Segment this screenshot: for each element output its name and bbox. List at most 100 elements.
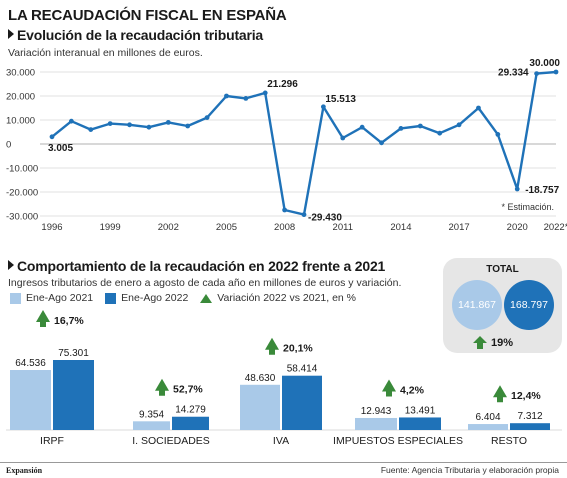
bar-2022: [172, 416, 209, 430]
data-point: [495, 132, 501, 137]
legend-label-2021: Ene-Ago 2021: [26, 292, 94, 304]
data-point: [514, 186, 520, 192]
series-line: [51, 70, 557, 216]
bar-chart-title-text: Comportamiento de la recaudación en 2022…: [17, 258, 386, 274]
y-tick-label: 30.000: [6, 68, 35, 79]
data-point: [476, 105, 481, 111]
data-point: [224, 93, 229, 99]
bar-chart-subtitle: Ingresos tributarios de enero a agosto d…: [8, 277, 402, 289]
data-point: [437, 130, 443, 136]
up-arrow-icon: [155, 378, 169, 396]
data-point: [534, 71, 540, 76]
bar-2021: [240, 384, 280, 430]
footer-brand: Expansión: [6, 466, 43, 475]
bar-chart-title: Comportamiento de la recaudación en 2022…: [8, 258, 385, 274]
data-point: [262, 90, 268, 96]
category-label: RESTO: [491, 435, 527, 447]
data-point: [146, 124, 152, 130]
up-arrow-icon: [265, 337, 279, 355]
bar-value-label: 7.312: [517, 411, 542, 422]
data-point: [185, 123, 191, 129]
estimation-note: * Estimación.: [501, 202, 554, 212]
total-2022-circle: 168.797: [504, 280, 554, 330]
category-label: IRPF: [40, 435, 64, 447]
data-point: [68, 118, 74, 124]
variation-label: 4,2%: [400, 384, 425, 396]
data-point: [456, 122, 462, 128]
total-variation: 19%: [473, 336, 513, 349]
bullet-icon: [8, 260, 14, 270]
x-tick-label: 2011: [333, 222, 353, 233]
data-point: [107, 121, 113, 126]
y-tick-label: -30.000: [6, 212, 38, 223]
x-tick-label: 2017: [449, 222, 470, 233]
x-tick-label: 2014: [390, 222, 411, 233]
data-point: [88, 127, 94, 132]
bar-2021: [10, 370, 51, 430]
total-box: TOTAL 141.867 168.797 19%: [443, 258, 562, 353]
bar-2021: [133, 421, 170, 430]
category-label: I. SOCIEDADES: [132, 435, 210, 447]
line-chart: 30.000 20.000 10.000 0 -10.000 -20.000 -30.000…: [6, 58, 567, 233]
data-point: [340, 135, 346, 141]
legend-item-2021: Ene-Ago 2021: [10, 292, 93, 304]
bar-2022: [510, 423, 550, 430]
variation-label: 52,7%: [173, 384, 203, 396]
total-variation-value: 19%: [491, 336, 514, 349]
legend-swatch-2021: [10, 292, 21, 304]
total-2022-value: 168.797: [510, 299, 548, 311]
data-label: 3.005: [48, 143, 73, 154]
y-tick-label: 20.000: [6, 92, 35, 103]
x-tick-label: 2022*: [544, 222, 567, 233]
bar-value-label: 48.630: [245, 373, 276, 384]
legend-swatch-2022: [105, 292, 117, 304]
legend-label-2022: Ene-Ago 2022: [121, 292, 189, 304]
line-chart-subtitle: Variación interanual en millones de euro…: [8, 47, 203, 59]
bar-value-label: 64.536: [15, 358, 46, 369]
x-tick-label: 2008: [274, 222, 295, 233]
data-point: [553, 69, 559, 75]
bar-2021: [468, 424, 508, 430]
x-tick-label: 2002: [158, 222, 179, 233]
line-chart-title-text: Evolución de la recaudación tributaria: [17, 27, 264, 43]
data-point: [243, 96, 249, 101]
main-title: LA RECAUDACIÓN FISCAL EN ESPAÑA: [8, 7, 287, 24]
data-point: [204, 115, 210, 120]
data-label: 29.334: [498, 68, 529, 79]
bar-value-label: 12.943: [361, 406, 392, 417]
bar-value-label: 13.491: [405, 405, 436, 416]
bar-2022: [399, 417, 441, 430]
data-point: [359, 124, 365, 130]
bar-chart: 64.536 75.301 IRPF 16,7% 9.354 14.279 I. SOCIE…: [6, 310, 562, 447]
bar-value-label: 6.404: [475, 412, 500, 423]
data-point: [282, 207, 288, 213]
data-label: -18.757: [525, 185, 559, 196]
data-label: 21.296: [267, 79, 298, 90]
data-point: [379, 140, 384, 146]
bar-2022: [282, 375, 322, 430]
category-label: IVA: [273, 435, 289, 447]
y-tick-label: -10.000: [6, 164, 38, 175]
bullet-icon: [8, 29, 14, 39]
total-title: TOTAL: [486, 264, 519, 275]
up-arrow-icon: [200, 293, 213, 303]
up-arrow-icon: [382, 379, 396, 397]
bar-value-label: 58.414: [287, 364, 318, 375]
up-arrow-icon: [36, 310, 50, 327]
up-arrow-icon: [473, 336, 487, 349]
y-tick-label: 0: [6, 140, 11, 151]
line-chart-title: Evolución de la recaudación tributaria: [8, 27, 263, 43]
legend-label-variation: Variación 2022 vs 2021, en %: [217, 292, 357, 304]
data-point: [165, 120, 171, 125]
variation-label: 12,4%: [511, 390, 541, 402]
x-tick-label: 1999: [100, 222, 121, 233]
bar-value-label: 75.301: [58, 348, 89, 359]
variation-label: 20,1%: [283, 343, 313, 355]
bar-2021: [355, 417, 397, 430]
y-tick-label: -20.000: [6, 188, 38, 199]
x-tick-label: 1996: [41, 222, 62, 233]
data-point: [301, 212, 307, 218]
data-point: [320, 104, 326, 110]
up-arrow-icon: [493, 385, 507, 403]
bar-value-label: 14.279: [175, 405, 206, 416]
